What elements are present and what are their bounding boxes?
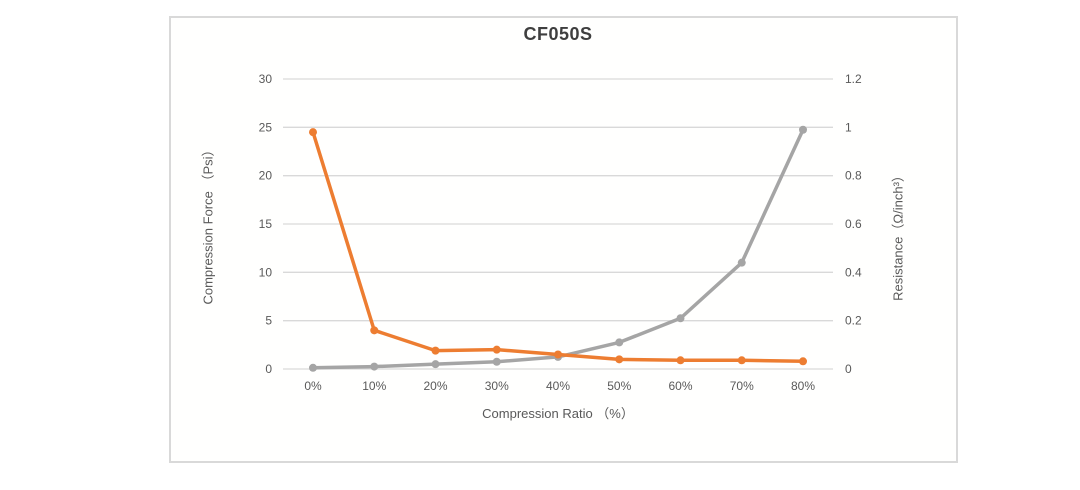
y-right-tick-label: 0.6 (845, 217, 862, 231)
data-point-compression-force (615, 355, 624, 364)
data-point-compression-force (676, 356, 685, 365)
x-tick-label: 70% (730, 379, 754, 393)
x-tick-label: 10% (362, 379, 386, 393)
y-right-tick-label: 0.4 (845, 265, 862, 279)
x-tick-label: 20% (423, 379, 447, 393)
x-tick-label: 40% (546, 379, 570, 393)
y-right-tick-label: 0.2 (845, 314, 862, 328)
data-point-compression-force (309, 128, 317, 137)
y-left-tick-label: 0 (265, 362, 272, 376)
data-point-resistance (492, 357, 501, 366)
data-point-resistance (615, 338, 624, 347)
data-point-resistance (370, 362, 379, 371)
data-point-resistance (309, 363, 317, 372)
data-point-resistance (799, 125, 807, 134)
y-left-tick-label: 20 (259, 169, 273, 183)
y-left-tick-label: 15 (259, 217, 273, 231)
data-point-compression-force (370, 326, 379, 335)
data-point-resistance (737, 258, 746, 267)
y-right-tick-label: 0.8 (845, 169, 862, 183)
y-left-tick-label: 30 (259, 72, 273, 86)
data-point-resistance (431, 360, 440, 369)
x-axis-title: Compression Ratio （%） (482, 406, 634, 421)
y-left-tick-label: 25 (259, 120, 273, 134)
y-right-tick-label: 1.2 (845, 72, 862, 86)
y-left-tick-label: 10 (259, 265, 273, 279)
x-tick-label: 50% (607, 379, 631, 393)
data-point-compression-force (554, 350, 562, 359)
y-right-tick-label: 1 (845, 120, 852, 134)
x-tick-label: 80% (791, 379, 815, 393)
x-tick-label: 0% (304, 379, 322, 393)
x-tick-label: 30% (485, 379, 509, 393)
chart-title: CF050S (523, 24, 593, 44)
series-line-resistance (311, 128, 805, 370)
data-point-resistance (676, 314, 685, 323)
x-tick-label: 60% (668, 379, 692, 393)
data-point-compression-force (737, 356, 746, 365)
chart-frame (169, 16, 958, 463)
series-line-compression-force (311, 130, 805, 364)
data-point-compression-force (799, 357, 807, 366)
data-point-compression-force (431, 346, 440, 355)
y-left-tick-label: 5 (265, 314, 272, 328)
y-right-tick-label: 0 (845, 362, 852, 376)
data-point-compression-force (492, 345, 501, 354)
